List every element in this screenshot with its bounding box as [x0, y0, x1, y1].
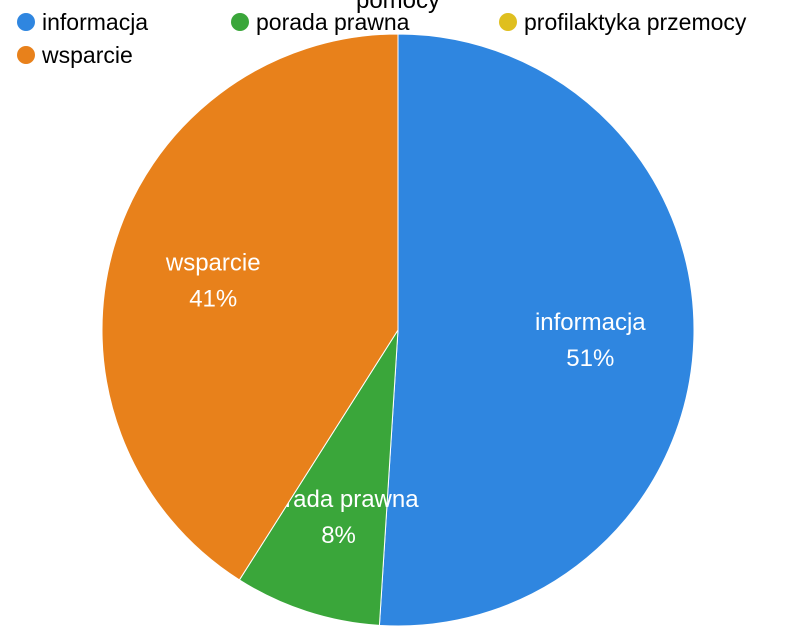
- slice-category-label: wsparcie: [165, 249, 261, 276]
- legend-swatch: [499, 13, 517, 31]
- slice-value-label: 51%: [566, 345, 614, 372]
- pie-slice: [101, 33, 399, 581]
- slice-value-label: 8%: [321, 522, 356, 549]
- slice-category-label: informacja: [535, 309, 646, 336]
- legend-label: wsparcie: [41, 42, 133, 68]
- legend-label: informacja: [42, 9, 148, 35]
- pie-slice: [378, 33, 695, 627]
- legend-swatch: [17, 46, 35, 64]
- chart-title: pomocy: [356, 0, 440, 14]
- legend-swatch: [17, 13, 35, 31]
- slice-value-label: 41%: [189, 285, 237, 312]
- pie-slice: [238, 329, 399, 626]
- legend-label: profilaktyka przemocy: [524, 9, 747, 35]
- legend-swatch: [231, 13, 249, 31]
- legend-label: porada prawna: [256, 9, 410, 35]
